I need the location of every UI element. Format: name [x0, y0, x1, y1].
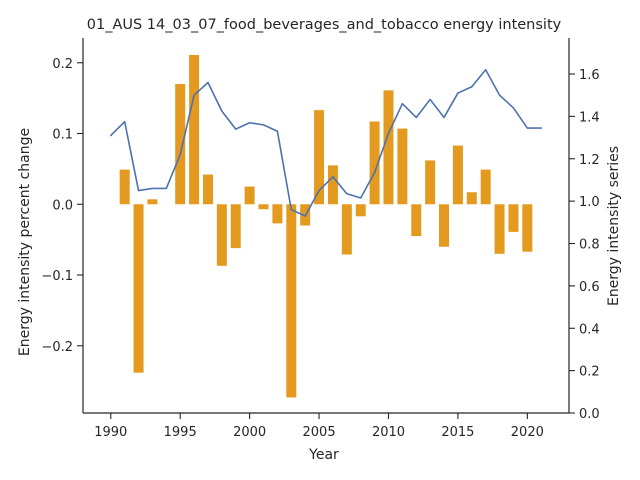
- bar-2011: [397, 128, 408, 205]
- bar-2013: [425, 160, 436, 205]
- y-axis-label-left: Energy intensity percent change: [17, 128, 33, 356]
- bar-2005: [314, 110, 325, 205]
- y-right-tick-label-2: 0.4: [579, 322, 600, 337]
- bar-2019: [508, 204, 519, 232]
- x-tick-label-2020: 2020: [511, 425, 544, 440]
- y-axis-label-right: Energy intensity series: [606, 146, 622, 306]
- x-tick-label-2010: 2010: [372, 425, 405, 440]
- bar-1996: [189, 54, 200, 205]
- x-tick-label-1990: 1990: [94, 425, 127, 440]
- bar-2002: [272, 204, 283, 224]
- bar-2003: [286, 204, 297, 398]
- bar-1997: [202, 174, 213, 205]
- y-left-tick-label-1: −0.1: [41, 269, 73, 284]
- bar-1992: [133, 204, 144, 373]
- bar-2016: [466, 192, 477, 205]
- bar-2007: [341, 204, 352, 255]
- y-right-tick-label-6: 1.2: [579, 153, 600, 168]
- x-tick-label-2015: 2015: [441, 425, 474, 440]
- bar-2001: [258, 204, 269, 210]
- bars-layer: [119, 54, 533, 398]
- bar-2014: [439, 204, 450, 247]
- x-tick-label-2005: 2005: [303, 425, 336, 440]
- bar-2000: [244, 186, 255, 205]
- x-tick-label-1995: 1995: [164, 425, 197, 440]
- line-layer: [109, 68, 543, 217]
- y-right-tick-label-0: 0.0: [579, 407, 600, 422]
- bar-1995: [175, 83, 186, 205]
- bar-2018: [494, 204, 505, 254]
- x-axis-label: Year: [308, 447, 339, 463]
- y-right-tick-label-4: 0.8: [579, 238, 600, 253]
- bar-2010: [383, 90, 394, 205]
- y-left-tick-label-4: 0.2: [52, 57, 73, 72]
- intensity-series-line: [109, 68, 543, 217]
- y-left-tick-label-3: 0.1: [52, 128, 73, 143]
- bar-1991: [119, 169, 130, 205]
- bar-1998: [216, 204, 227, 266]
- y-right-tick-label-7: 1.4: [579, 110, 600, 125]
- bar-1993: [147, 199, 158, 205]
- bar-2017: [480, 169, 491, 205]
- bar-2009: [369, 121, 380, 205]
- y-right-tick-label-3: 0.6: [579, 280, 600, 295]
- bar-2020: [522, 204, 533, 252]
- bar-1999: [230, 204, 241, 249]
- y-left-tick-label-0: −0.2: [41, 340, 73, 355]
- y-right-tick-label-5: 1.0: [579, 195, 600, 210]
- y-right-tick-label-1: 0.2: [579, 365, 600, 380]
- chart-title: 01_AUS 14_03_07_food_beverages_and_tobac…: [87, 17, 562, 33]
- bar-2015: [452, 145, 463, 205]
- bar-2012: [411, 204, 422, 237]
- bar-2008: [355, 204, 366, 217]
- y-left-tick-label-2: 0.0: [52, 198, 73, 213]
- axes-layer: 1990 1995 2000 2005 2010 2015 2020 −0.2 −0.1 0.0 0…: [41, 38, 600, 440]
- bar-2006: [327, 165, 338, 205]
- x-tick-label-2000: 2000: [233, 425, 266, 440]
- y-right-tick-label-8: 1.6: [579, 68, 600, 83]
